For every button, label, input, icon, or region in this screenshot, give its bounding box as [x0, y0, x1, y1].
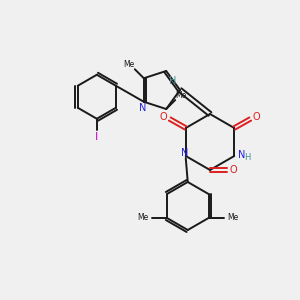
Text: N: N: [238, 150, 245, 160]
Text: O: O: [252, 112, 260, 122]
Text: H: H: [244, 152, 250, 161]
Text: Me: Me: [123, 60, 134, 69]
Text: I: I: [95, 132, 98, 142]
Text: N: N: [181, 148, 188, 158]
Text: Me: Me: [227, 214, 238, 223]
Text: Me: Me: [176, 91, 187, 100]
Text: N: N: [139, 103, 146, 113]
Text: O: O: [229, 165, 237, 175]
Text: H: H: [169, 76, 177, 86]
Text: Me: Me: [137, 214, 148, 223]
Text: O: O: [160, 112, 168, 122]
